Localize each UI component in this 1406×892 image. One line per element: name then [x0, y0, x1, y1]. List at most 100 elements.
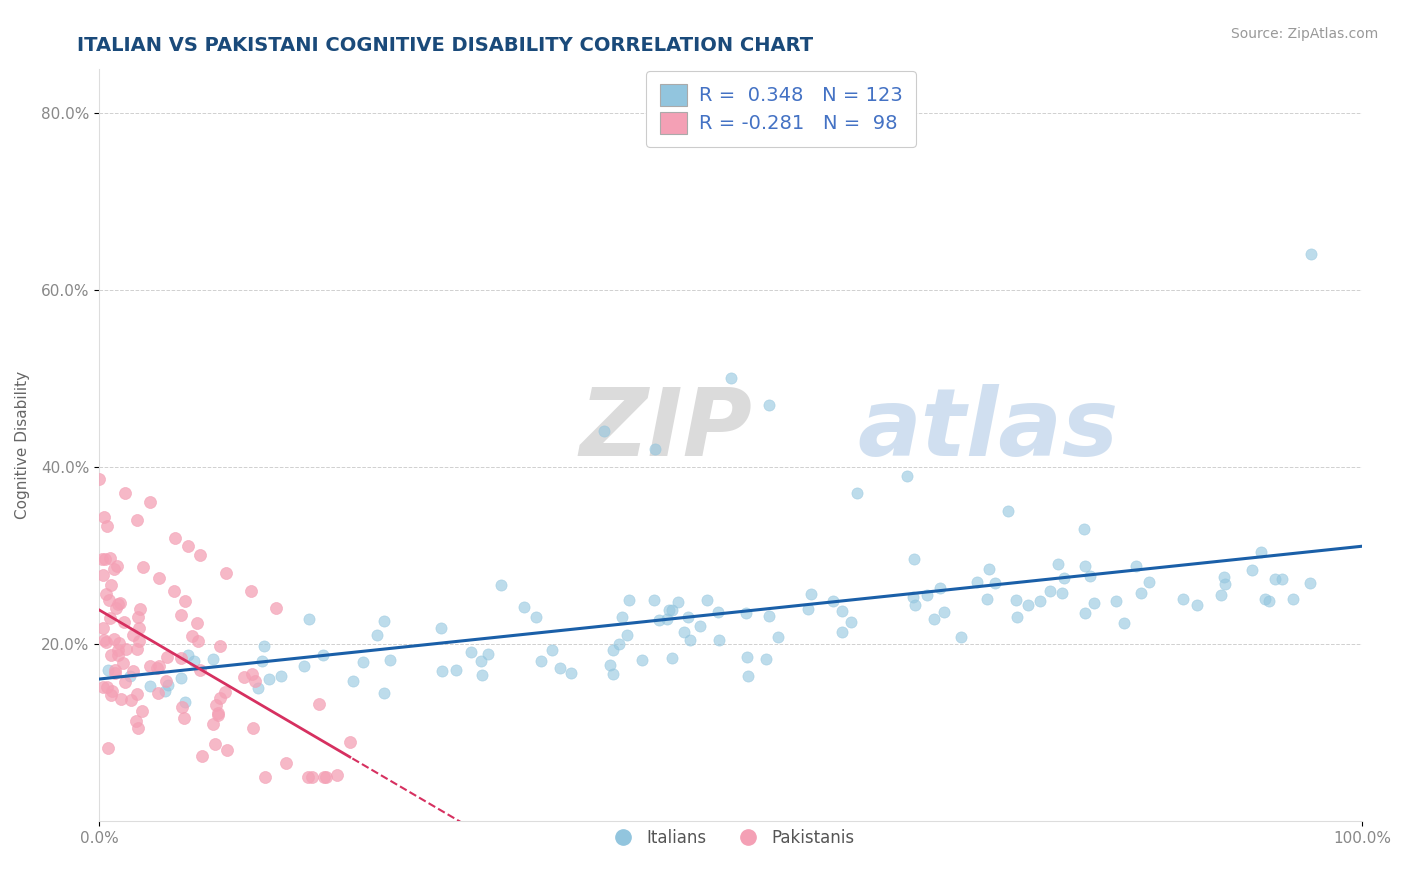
Point — [430, 622, 453, 636]
Point — [128, 633, 150, 648]
Point — [204, 737, 226, 751]
Point — [146, 661, 169, 675]
Point — [89, 472, 111, 486]
Point — [107, 643, 129, 657]
Point — [1052, 586, 1074, 600]
Point — [1073, 522, 1095, 536]
Point — [208, 690, 231, 705]
Point — [202, 652, 225, 666]
Point — [831, 604, 853, 618]
Point — [264, 601, 287, 615]
Point — [1083, 596, 1105, 610]
Point — [122, 665, 145, 679]
Point — [114, 486, 136, 500]
Point — [513, 600, 536, 615]
Point — [373, 615, 395, 629]
Point — [301, 770, 323, 784]
Point — [104, 664, 127, 678]
Point — [643, 593, 665, 607]
Point — [112, 615, 135, 629]
Point — [215, 743, 238, 757]
Point — [315, 770, 337, 784]
Point — [610, 610, 633, 624]
Point — [976, 591, 998, 606]
Point — [949, 630, 972, 644]
Point — [352, 655, 374, 669]
Point — [735, 650, 758, 665]
Point — [672, 625, 695, 640]
Point — [676, 610, 699, 624]
Point — [661, 603, 683, 617]
Point — [170, 651, 193, 665]
Point — [524, 610, 547, 624]
Point — [132, 560, 155, 574]
Point — [934, 605, 956, 619]
Point — [658, 602, 681, 616]
Point — [1298, 576, 1320, 591]
Point — [602, 667, 624, 681]
Point — [1187, 599, 1209, 613]
Text: atlas: atlas — [856, 384, 1118, 475]
Point — [93, 509, 115, 524]
Point — [96, 680, 118, 694]
Point — [112, 657, 135, 671]
Point — [1240, 563, 1263, 577]
Point — [1053, 571, 1076, 585]
Point — [1074, 558, 1097, 573]
Point — [138, 658, 160, 673]
Point — [101, 684, 124, 698]
Point — [325, 768, 347, 782]
Point — [297, 770, 319, 784]
Point — [1074, 607, 1097, 621]
Point — [207, 706, 229, 721]
Point — [766, 630, 789, 644]
Point — [444, 664, 467, 678]
Point — [755, 651, 778, 665]
Point — [183, 654, 205, 668]
Legend: Italians, Pakistanis: Italians, Pakistanis — [600, 822, 862, 854]
Point — [841, 615, 863, 629]
Point — [91, 621, 114, 635]
Point — [98, 550, 121, 565]
Point — [214, 685, 236, 699]
Point — [470, 654, 492, 668]
Point — [470, 667, 492, 681]
Text: ZIP: ZIP — [579, 384, 752, 475]
Point — [188, 663, 211, 677]
Point — [666, 595, 689, 609]
Point — [630, 653, 652, 667]
Point — [207, 707, 229, 722]
Point — [97, 663, 120, 677]
Point — [246, 681, 269, 695]
Point — [966, 575, 988, 590]
Point — [174, 695, 197, 709]
Point — [257, 672, 280, 686]
Point — [103, 562, 125, 576]
Point — [93, 632, 115, 647]
Point — [609, 637, 631, 651]
Point — [373, 686, 395, 700]
Point — [602, 643, 624, 657]
Point — [689, 619, 711, 633]
Point — [924, 612, 946, 626]
Point — [1171, 592, 1194, 607]
Point — [696, 592, 718, 607]
Point — [430, 664, 453, 678]
Point — [311, 648, 333, 662]
Point — [165, 531, 187, 545]
Point — [1213, 576, 1236, 591]
Point — [1257, 593, 1279, 607]
Point — [380, 653, 402, 667]
Point — [153, 684, 176, 698]
Point — [1039, 583, 1062, 598]
Point — [617, 593, 640, 607]
Point — [254, 770, 277, 784]
Point — [593, 425, 616, 439]
Point — [127, 721, 149, 735]
Point — [342, 674, 364, 689]
Point — [243, 673, 266, 688]
Point — [91, 567, 114, 582]
Point — [616, 628, 638, 642]
Point — [657, 612, 679, 626]
Point — [100, 578, 122, 592]
